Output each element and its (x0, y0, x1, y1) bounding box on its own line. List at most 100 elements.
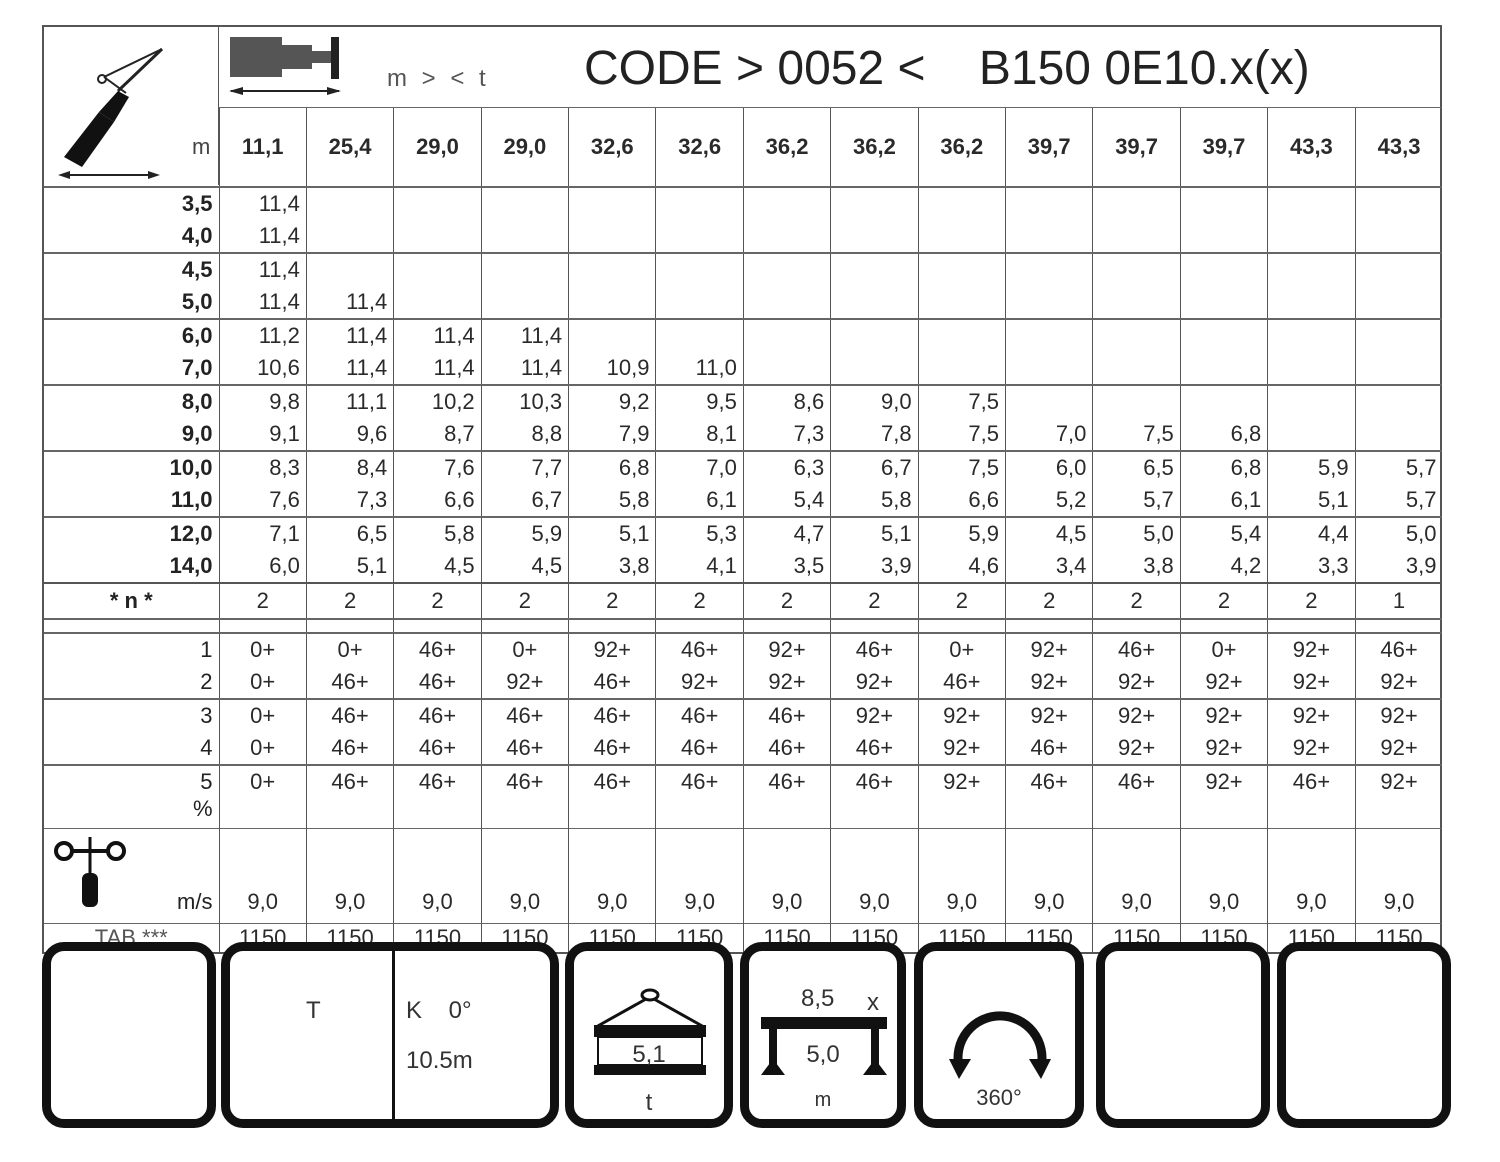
load-cell: 11,2 (218, 318, 307, 352)
pct-cell: 92+ (480, 666, 569, 699)
pct-cell: 0+ (917, 632, 1006, 666)
table-row: 10,0 8,3 8,4 7,6 7,7 6,8 7,0 6,3 6,7 7,5 6,0 6,5 6,8… (44, 450, 1443, 484)
table-row: 11,0 7,6 7,3 6,6 6,7 5,8 6,1 5,4 5,8 6,6 5,2 5,7 6,1… (44, 484, 1443, 517)
load-cell (1092, 384, 1181, 418)
pct-cell: 46+ (393, 698, 482, 732)
load-cell: 10,3 (480, 384, 569, 418)
radius-label: 3,5 (44, 186, 219, 220)
load-cell: 9,0 (830, 384, 919, 418)
load-cell: 6,8 (568, 450, 656, 484)
load-cell (742, 318, 831, 352)
empty-box-3 (1277, 942, 1451, 1128)
load-cell (830, 352, 919, 385)
load-cell (393, 286, 482, 319)
load-cell: 6,6 (393, 484, 482, 517)
pct-cell: 92+ (1267, 732, 1356, 765)
load-cell: 10,6 (218, 352, 307, 385)
n-row: * n * 2 2 2 2 2 2 2 2 2 2 2 2 2 1 (44, 582, 1443, 620)
table-row: 14,0 6,0 5,1 4,5 4,5 3,8 4,1 3,5 3,9 4,6 3,4 3,8 4,2… (44, 550, 1443, 583)
pct-cell: 46+ (393, 764, 482, 798)
wind-cell: 9,0 (1179, 828, 1268, 924)
pct-cell: 0+ (480, 632, 569, 666)
load-cell: 4,6 (917, 550, 1006, 583)
n-cell: 2 (1005, 582, 1093, 620)
pct-cell: 46+ (1005, 764, 1093, 798)
load-cell: 11,4 (305, 352, 394, 385)
load-cell (1092, 318, 1181, 352)
load-cell (1005, 186, 1093, 220)
pct-cell: 46+ (305, 666, 394, 699)
load-cell: 5,2 (1005, 484, 1093, 517)
load-cell: 11,4 (218, 252, 307, 286)
pct-cell: 92+ (1092, 732, 1181, 765)
load-cell: 5,9 (480, 516, 569, 550)
load-cell (1005, 220, 1093, 253)
load-cell (393, 186, 482, 220)
pct-cell: 92+ (1005, 666, 1093, 699)
load-cell (1267, 318, 1356, 352)
load-cell: 11,4 (305, 318, 394, 352)
load-cell (1005, 384, 1093, 418)
load-cell: 5,1 (830, 516, 919, 550)
load-cell (1179, 252, 1268, 286)
load-cell: 4,2 (1179, 550, 1268, 583)
load-cell (655, 286, 744, 319)
load-cell (1005, 286, 1093, 319)
wind-cell: 9,0 (917, 828, 1006, 924)
boom-length: 29,0 (480, 107, 569, 187)
load-cell (1005, 252, 1093, 286)
load-cell: 6,5 (1092, 450, 1181, 484)
load-cell (1179, 286, 1268, 319)
table-row: 4,5 11,4 (44, 252, 1443, 286)
load-cell (568, 318, 656, 352)
telescope-row: 4 0+ 46+ 46+ 46+ 46+ 46+ 46+ 46+ 92+ 46+ 92+ 92+ 92+ 9… (44, 732, 1443, 765)
radius-label: 12,0 (44, 516, 219, 550)
pct-cell: 0+ (218, 666, 307, 699)
load-cell: 5,8 (830, 484, 919, 517)
wind-cell: 9,0 (218, 828, 307, 924)
pct-cell: 46+ (480, 732, 569, 765)
section-number: 5 (200, 769, 213, 794)
telescope-row: 3 0+ 46+ 46+ 46+ 46+ 46+ 46+ 92+ 92+ 92+ 92+ 92+ 92+ 9… (44, 698, 1443, 732)
pct-cell: 46+ (480, 698, 569, 732)
wind-cell: 9,0 (830, 828, 919, 924)
load-cell: 9,5 (655, 384, 744, 418)
pct-cell: 46+ (1267, 764, 1356, 798)
boom-length: 39,7 (1092, 107, 1181, 187)
radius-label: 9,0 (181, 421, 213, 446)
section-number: 4 (200, 735, 213, 760)
load-cell: 11,4 (480, 352, 569, 385)
load-cell (1092, 252, 1181, 286)
pct-cell: 92+ (1354, 764, 1443, 798)
n-cell: 2 (830, 582, 919, 620)
load-cell: 6,0 (218, 550, 307, 583)
load-cell: 7,5 (1092, 418, 1181, 451)
table-row: 5,0 11,4 11,4 (44, 286, 1443, 319)
load-cell: 5,3 (655, 516, 744, 550)
wind-cell: 9,0 (305, 828, 394, 924)
pct-cell: 46+ (305, 698, 394, 732)
load-cell: 4,7 (742, 516, 831, 550)
n-label: * n * (44, 582, 219, 620)
load-cell (1005, 318, 1093, 352)
load-cell: 8,8 (480, 418, 569, 451)
load-cell: 6,8 (1179, 450, 1268, 484)
pct-cell: 46+ (393, 632, 482, 666)
n-cell: 2 (917, 582, 1006, 620)
load-cell: 5,1 (568, 516, 656, 550)
pct-cell: 92+ (830, 666, 919, 699)
load-cell (1354, 252, 1443, 286)
pct-cell: 46+ (305, 764, 394, 798)
load-cell: 5,7 (1092, 484, 1181, 517)
empty-box-1 (42, 942, 216, 1128)
boom-length: 11,1 (218, 107, 307, 187)
pct-cell: 46+ (393, 666, 482, 699)
wind-cell: 9,0 (742, 828, 831, 924)
pct-cell: 92+ (1267, 632, 1356, 666)
load-cell (1092, 220, 1181, 253)
empty-box-2 (1096, 942, 1270, 1128)
load-cell (1267, 220, 1356, 253)
load-cell (480, 220, 569, 253)
radius-label: 4,5 (44, 252, 219, 286)
load-cell: 5,8 (568, 484, 656, 517)
